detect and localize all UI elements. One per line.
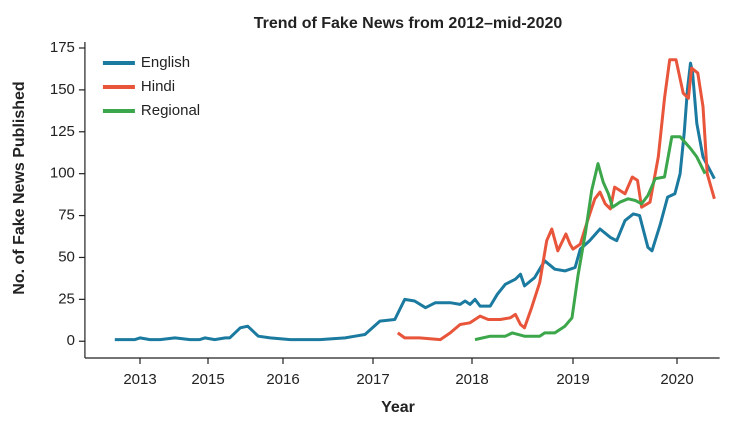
y-tick-label: 50 bbox=[58, 248, 75, 265]
x-tick-label: 2017 bbox=[356, 371, 389, 388]
data-line bbox=[114, 61, 716, 342]
y-tick-label: 175 bbox=[50, 39, 75, 56]
data-line bbox=[396, 58, 716, 342]
x-tick-label: 2016 bbox=[266, 371, 299, 388]
x-tick-label: 2019 bbox=[556, 371, 589, 388]
legend-label: English bbox=[141, 54, 190, 71]
y-tick-label: 0 bbox=[67, 332, 75, 349]
y-tick-label: 150 bbox=[50, 81, 75, 98]
x-axis-label: Year bbox=[381, 399, 415, 416]
y-tick-label: 75 bbox=[58, 207, 75, 224]
y-tick-label: 125 bbox=[50, 123, 75, 140]
y-tick-label: 100 bbox=[50, 165, 75, 182]
y-axis-label: No. of Fake News Published bbox=[11, 81, 28, 294]
data-line bbox=[474, 135, 707, 342]
x-tick-label: 2015 bbox=[191, 371, 224, 388]
x-tick-label: 2020 bbox=[660, 371, 693, 388]
x-tick-label: 2013 bbox=[123, 371, 156, 388]
legend-label: Regional bbox=[141, 102, 200, 119]
y-tick-label: 25 bbox=[58, 290, 75, 307]
legend-label: Hindi bbox=[141, 78, 175, 95]
chart-title: Trend of Fake News from 2012–mid-2020 bbox=[254, 15, 563, 32]
x-tick-label: 2018 bbox=[455, 371, 488, 388]
